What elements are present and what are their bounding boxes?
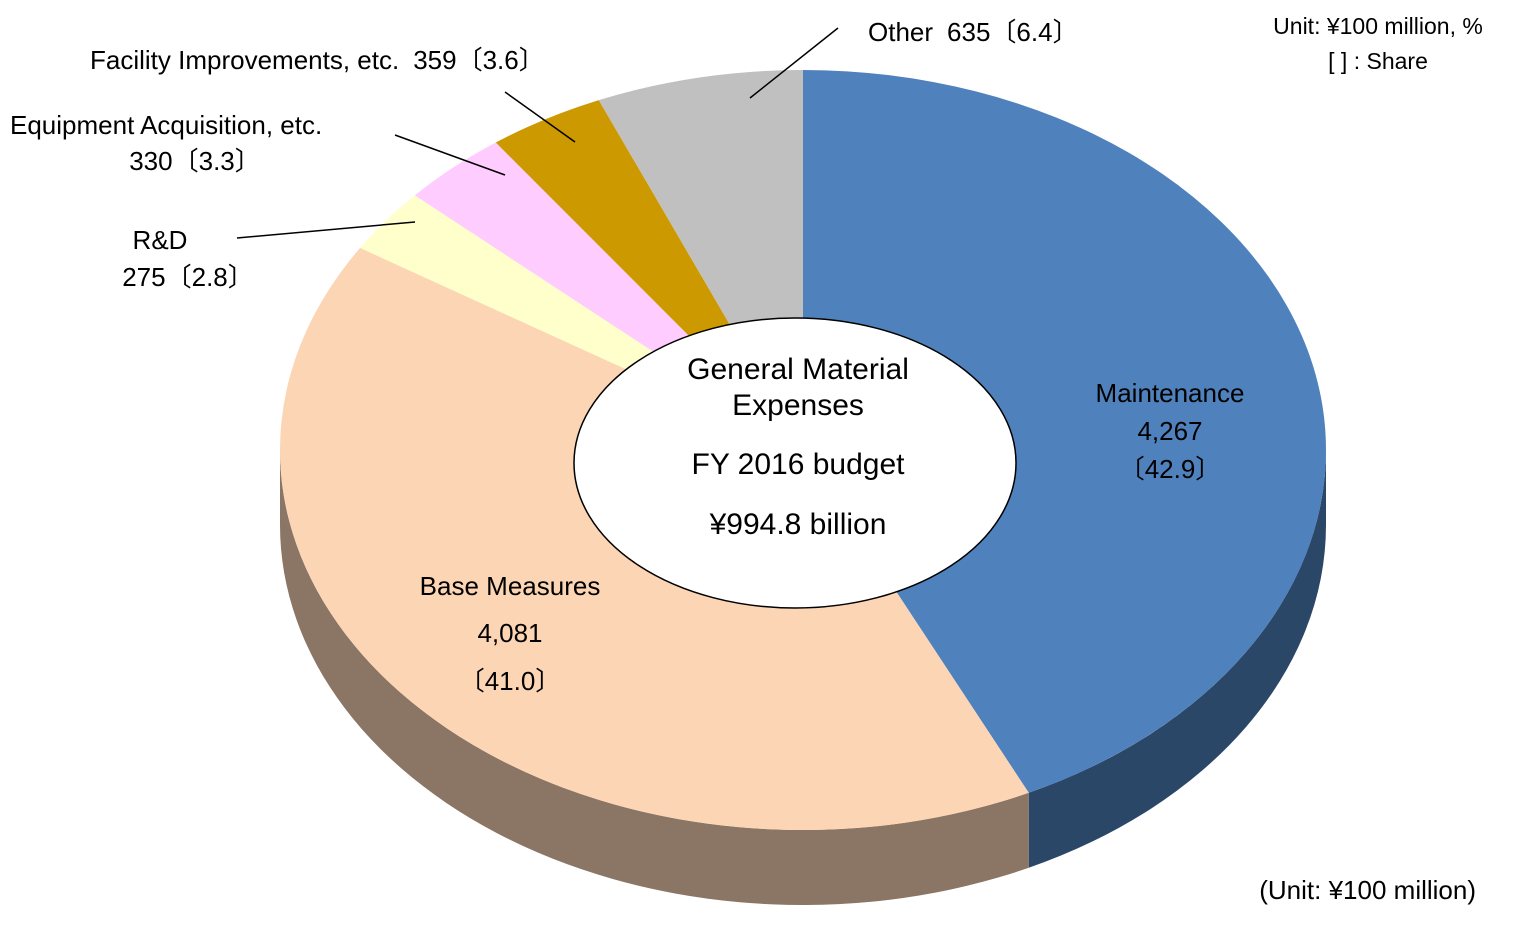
slice-label-part: 〔41.0〕 [459,666,562,696]
slice-label-part: 4,267 [1137,416,1202,446]
leader-line [236,221,416,239]
slice-label-part: 〔2.8〕 [166,262,254,292]
slice-label: Equipment Acquisition, etc. [10,110,322,140]
slice-label-part: 330 [129,146,172,176]
slice-label: Base Measures [420,571,601,601]
slice-label-part: 〔3.3〕 [173,146,261,176]
slice-label: 〔42.9〕 [1119,454,1222,484]
slice-label-part: R&D [133,225,188,255]
leader-line [504,91,576,143]
slice-label-part: 〔42.9〕 [1119,454,1222,484]
leader-line [749,27,839,99]
slice-label: 4,081 [477,618,542,648]
slice-label-part: Equipment Acquisition, etc. [10,110,322,140]
unit-note: Unit: ¥100 million, % [1273,13,1483,39]
unit-note: [ ] : Share [1328,48,1428,74]
center-label: Expenses [732,389,864,422]
slice-label-part: Other [868,17,933,47]
slice-label-part: 359 [413,45,456,75]
leader-line [394,134,506,176]
center-label: ¥994.8 billion [709,508,887,541]
slice-label: Maintenance [1096,378,1245,408]
slice-label-part: Base Measures [420,571,601,601]
center-label: General Material [687,353,909,386]
slice-label: Other 635〔6.4〕 [868,17,1079,47]
slice-label: 〔41.0〕 [459,666,562,696]
slice-label-part: 275 [122,262,165,292]
pie-side [1028,450,1326,868]
slice-label-part: Facility Improvements, etc. [90,45,399,75]
pie-side [280,450,1029,905]
center-ellipse [573,317,1017,609]
pie-slice [803,70,1326,793]
pie-sides [280,450,1326,905]
slice-label-part: 〔3.6〕 [457,45,545,75]
slice-label: 330〔3.3〕 [129,146,261,176]
leader-lines [236,27,839,239]
footnote: (Unit: ¥100 million) [1259,875,1476,905]
slice-label-part: Maintenance [1096,378,1245,408]
slice-label: 275〔2.8〕 [122,262,254,292]
slice-label-part: 635 [947,17,990,47]
center-label: FY 2016 budget [692,448,906,481]
slice-label-part: 〔6.4〕 [990,17,1078,47]
slice-label: 4,267 [1137,416,1202,446]
slice-label-part: 4,081 [477,618,542,648]
slice-label: Facility Improvements, etc. 359〔3.6〕 [90,45,545,75]
slice-label: R&D [133,225,188,255]
